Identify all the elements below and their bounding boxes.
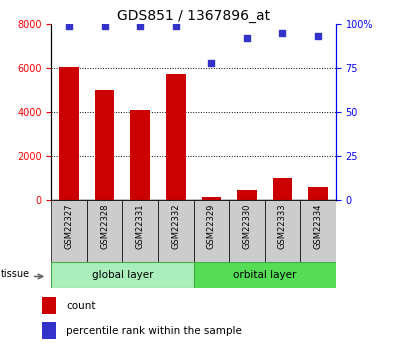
- Point: [244, 36, 250, 41]
- Text: GSM22328: GSM22328: [100, 203, 109, 249]
- Bar: [95, 90, 115, 200]
- Bar: [201, 197, 221, 200]
- Point: [137, 23, 143, 29]
- Text: tissue: tissue: [1, 269, 30, 279]
- Bar: [42, 297, 56, 314]
- Text: GSM22327: GSM22327: [65, 203, 73, 249]
- Text: GSM22330: GSM22330: [243, 203, 251, 249]
- Text: percentile rank within the sample: percentile rank within the sample: [66, 326, 242, 336]
- Bar: [194, 262, 336, 288]
- Text: GSM22332: GSM22332: [171, 203, 180, 249]
- Bar: [300, 200, 336, 262]
- Point: [102, 23, 108, 29]
- Point: [173, 23, 179, 29]
- Point: [315, 34, 321, 39]
- Bar: [166, 73, 186, 200]
- Bar: [42, 322, 56, 339]
- Bar: [237, 190, 257, 200]
- Bar: [51, 200, 87, 262]
- Bar: [229, 200, 265, 262]
- Title: GDS851 / 1367896_at: GDS851 / 1367896_at: [117, 9, 270, 23]
- Bar: [158, 200, 194, 262]
- Point: [208, 60, 214, 66]
- Text: GSM22334: GSM22334: [314, 203, 322, 249]
- Text: orbital layer: orbital layer: [233, 270, 296, 280]
- Text: GSM22329: GSM22329: [207, 203, 216, 249]
- Bar: [265, 200, 300, 262]
- Bar: [273, 178, 292, 200]
- Bar: [59, 67, 79, 200]
- Bar: [308, 187, 328, 200]
- Text: count: count: [66, 300, 96, 310]
- Text: global layer: global layer: [92, 270, 153, 280]
- Point: [279, 30, 286, 36]
- Bar: [194, 200, 229, 262]
- Bar: [122, 200, 158, 262]
- Bar: [51, 262, 194, 288]
- Bar: [87, 200, 122, 262]
- Text: GSM22331: GSM22331: [136, 203, 145, 249]
- Text: GSM22333: GSM22333: [278, 203, 287, 249]
- Bar: [130, 110, 150, 200]
- Point: [66, 23, 72, 29]
